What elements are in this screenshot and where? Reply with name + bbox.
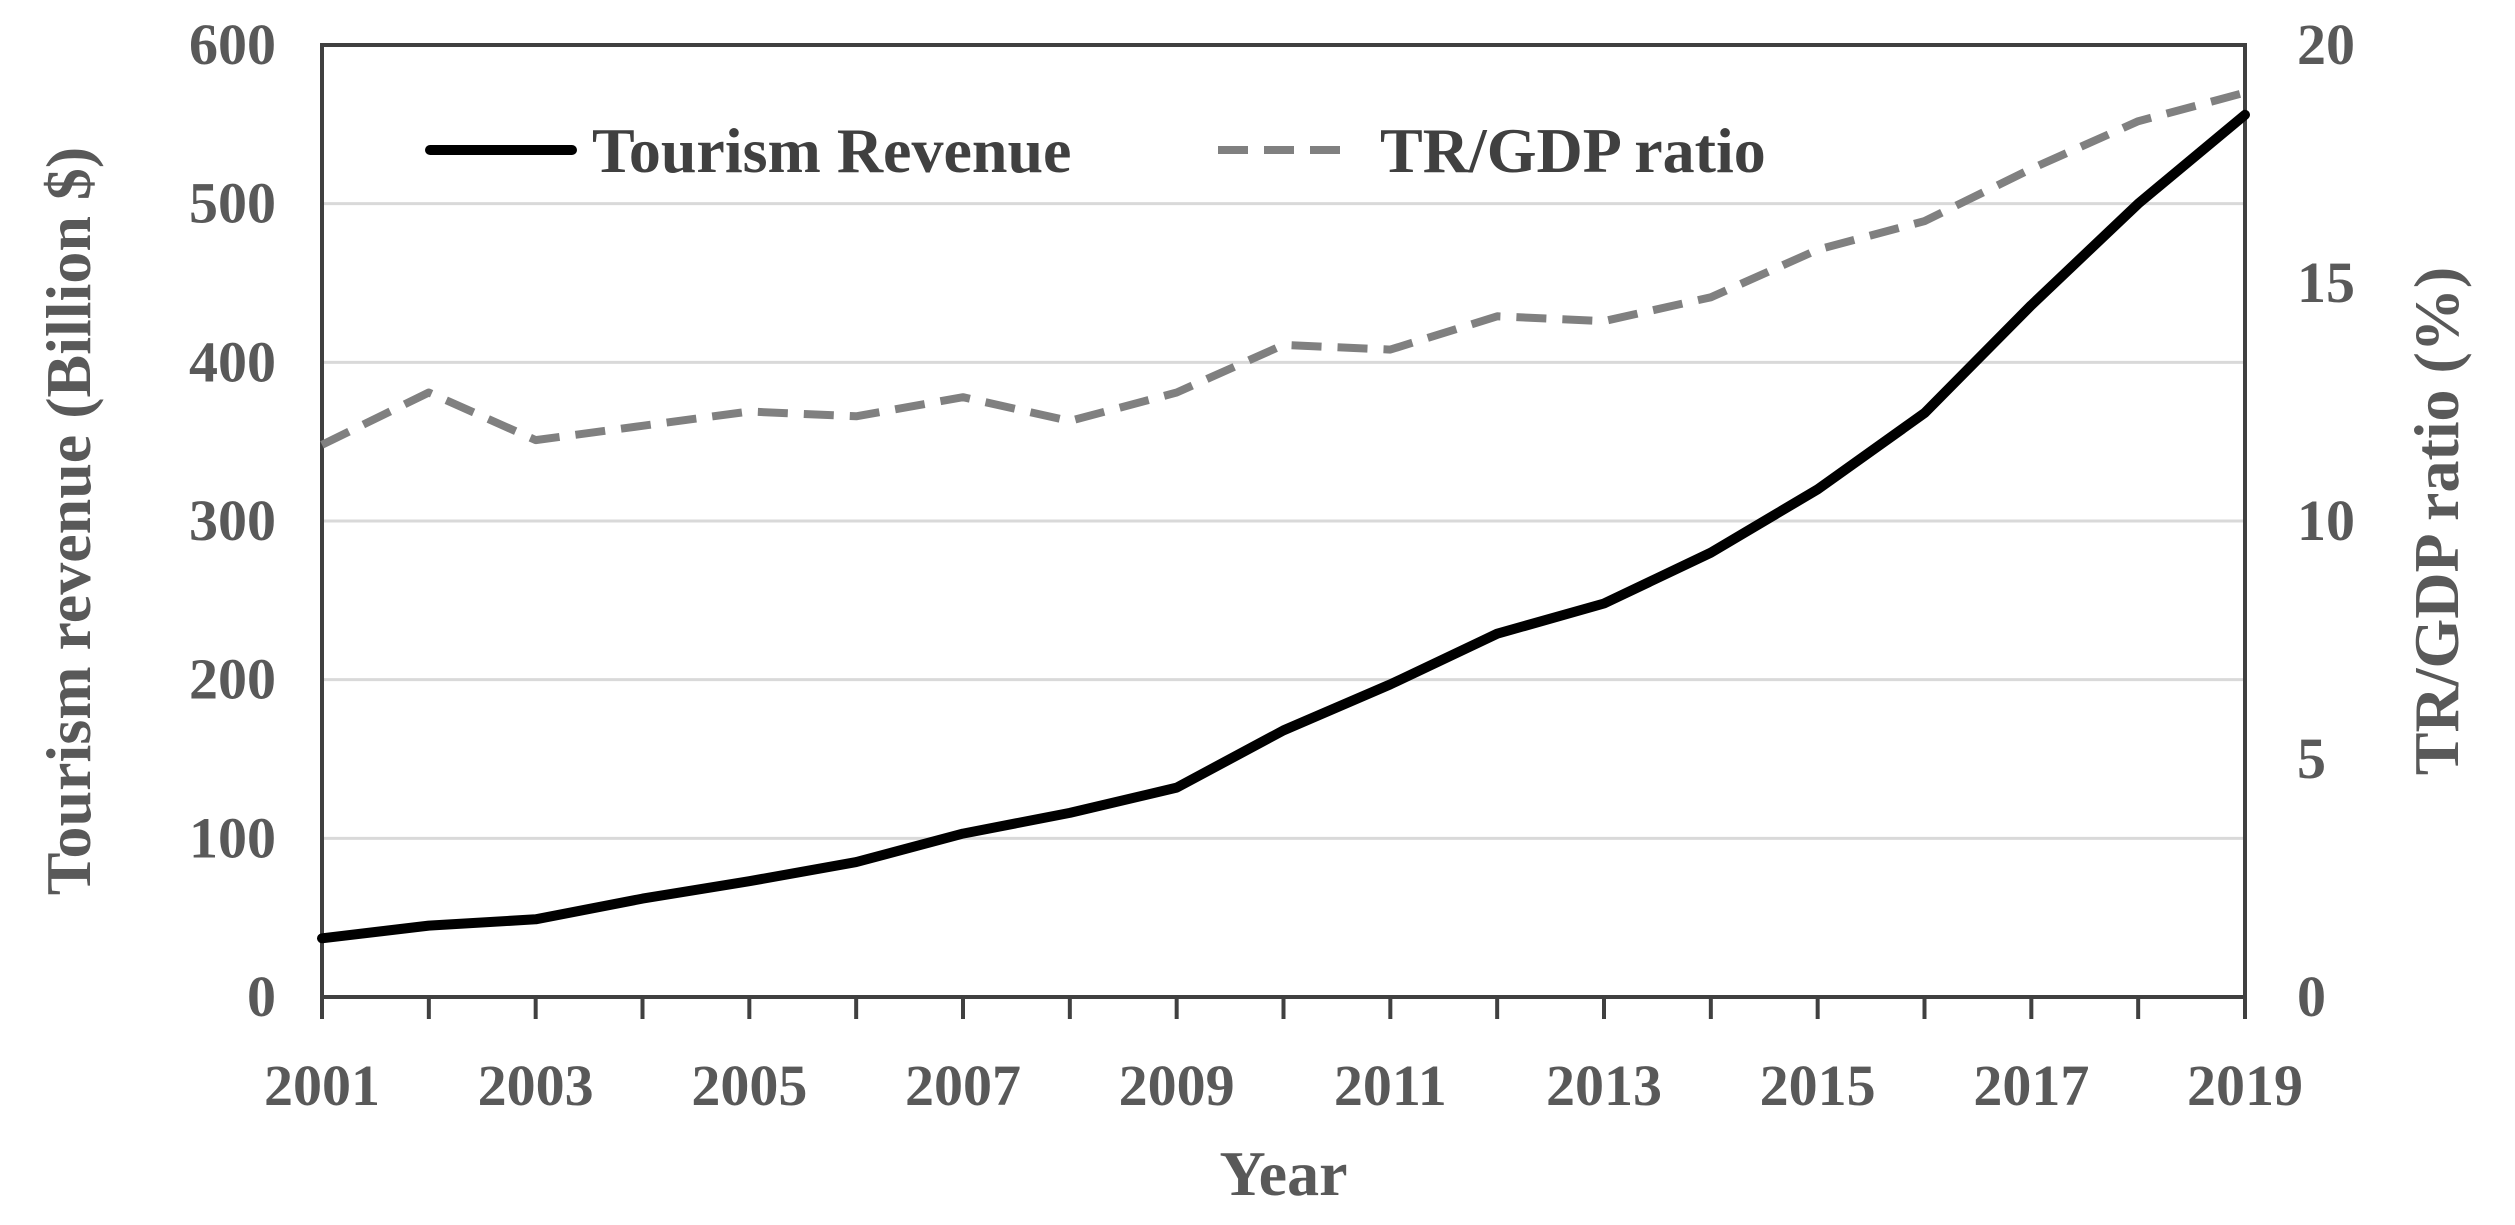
y-tick-label: 400 bbox=[189, 329, 276, 394]
y-tick-label: 200 bbox=[189, 647, 276, 712]
x-tick-label: 2013 bbox=[1546, 1053, 1662, 1118]
series-line-tourism-revenue bbox=[317, 109, 2250, 944]
gridlines bbox=[322, 202, 2245, 840]
x-tick-label: 2015 bbox=[1760, 1053, 1876, 1118]
x-tick-label: 2005 bbox=[691, 1053, 807, 1118]
legend-label-tr-gdp-ratio: TR/GDP ratio bbox=[1380, 115, 1766, 186]
y2-tick-label: 5 bbox=[2297, 726, 2326, 791]
x-tick-label: 2007 bbox=[905, 1053, 1021, 1118]
y2-tick-label: 10 bbox=[2297, 488, 2355, 553]
right-y-axis-title: TR/GDP ratio (%) bbox=[2401, 267, 2472, 775]
y-tick-label: 300 bbox=[189, 488, 276, 553]
y-tick-label: 100 bbox=[189, 805, 276, 870]
x-tick-label: 2009 bbox=[1119, 1053, 1235, 1118]
x-tick-label: 2017 bbox=[1973, 1053, 2089, 1118]
x-axis-title: Year bbox=[1220, 1138, 1348, 1209]
legend-label-tourism-revenue: Tourism Revenue bbox=[592, 115, 1071, 186]
y-tick-label: 500 bbox=[189, 171, 276, 236]
y2-tick-label: 20 bbox=[2297, 12, 2355, 77]
x-tick-label: 2011 bbox=[1334, 1053, 1447, 1118]
x-tick-label: 2003 bbox=[478, 1053, 594, 1118]
x-tick-label: 2001 bbox=[264, 1053, 380, 1118]
x-axis-ticks: 2001 2003 2005 2007 2009 2011 2013 2015 2017 2019 bbox=[264, 997, 2303, 1118]
series-layer bbox=[317, 88, 2250, 944]
y2-tick-label: 15 bbox=[2297, 250, 2355, 315]
left-y-axis-title: Tourism revenue (Billion $) bbox=[33, 147, 104, 896]
legend: Tourism Revenue TR/GDP ratio bbox=[425, 115, 1766, 186]
y2-tick-label: 0 bbox=[2297, 964, 2326, 1029]
right-y-axis-ticks: 0 5 10 15 20 bbox=[2297, 12, 2355, 1029]
x-tick-label: 2019 bbox=[2187, 1053, 2303, 1118]
series-line-tr-gdp-ratio bbox=[320, 88, 2247, 449]
y-tick-label: 0 bbox=[247, 964, 276, 1029]
left-y-axis-ticks: 0 100 200 300 400 500 600 bbox=[189, 12, 276, 1029]
y-tick-label: 600 bbox=[189, 12, 276, 77]
